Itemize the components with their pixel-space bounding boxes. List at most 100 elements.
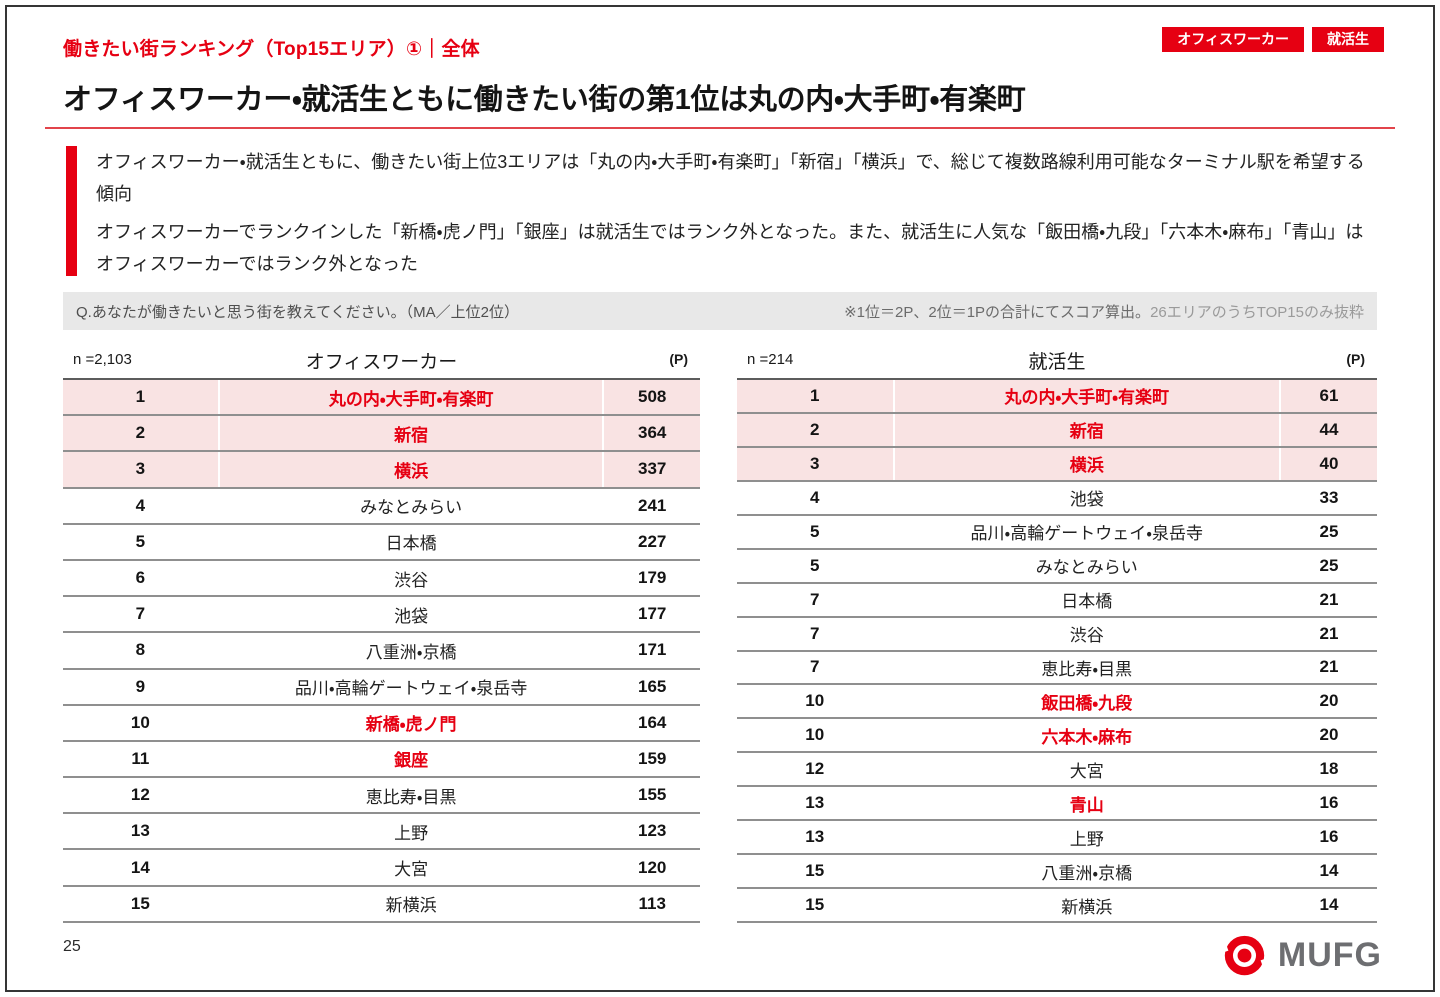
sample-size-label: n =2,103	[73, 351, 132, 368]
area-cell: 銀座	[217, 741, 605, 777]
mufg-wordmark: MUFG	[1277, 936, 1382, 974]
rank-cell: 4	[810, 487, 820, 507]
table-row: 4 池袋 33	[737, 481, 1377, 516]
area-cell: 八重洲・京橋	[892, 855, 1281, 888]
area-cell: 恵比寿・目黒	[217, 778, 605, 813]
area-cell: 上野	[217, 814, 605, 849]
table-row: 6 渋谷 179	[63, 560, 700, 598]
points-cell: 18	[1319, 759, 1339, 779]
score-note-method: ※1位＝2P、2位＝1Pの合計にてスコア算出。	[844, 303, 1151, 321]
area-cell: 日本橋	[217, 524, 605, 559]
table-row: 3 横浜 337	[63, 452, 700, 489]
table-row: 13 青山 16	[737, 787, 1377, 822]
points-cell: 25	[1319, 521, 1339, 541]
slide-label: 働きたい街ランキング（Top15エリア）①｜全体	[63, 39, 480, 60]
rank-cell: 5	[810, 521, 820, 541]
area-cell: 日本橋	[892, 583, 1281, 616]
table-row: 8 八重洲・京橋 171	[63, 633, 700, 670]
points-cell: 21	[1319, 623, 1339, 643]
table-row: 2 新宿 364	[63, 416, 700, 453]
summary-text: オフィスワーカー・就活生ともに、働きたい街上位3エリアは「丸の内・大手町・有楽町…	[96, 146, 1381, 276]
points-cell: 40	[1319, 453, 1339, 473]
area-cell: 飯田橋・九段	[892, 685, 1281, 718]
sample-size-label: n =214	[747, 351, 794, 368]
points-cell: 20	[1319, 691, 1339, 711]
points-cell: 155	[638, 785, 667, 805]
points-cell: 177	[638, 604, 667, 624]
rank-cell: 7	[810, 623, 820, 643]
table-row: 15 新横浜 14	[737, 889, 1377, 923]
rank-cell: 5	[135, 531, 146, 551]
summary-line-1: オフィスワーカー・就活生ともに、働きたい街上位3エリアは「丸の内・大手町・有楽町…	[96, 152, 1365, 205]
table-body: 1 丸の内・大手町・有楽町 61 2 新宿 44 3 横浜 40 4 池袋 33 5 品川・高輪ゲートウェ…	[737, 378, 1377, 923]
area-cell: 六本木・麻布	[892, 719, 1281, 752]
badge-office-worker: オフィスワーカー	[1162, 27, 1304, 52]
title-underline	[45, 127, 1395, 129]
question-text: Q.あなたが働きたいと思う街を教えてください。（MA／上位2位）	[76, 303, 519, 321]
table-row: 14 大宮 120	[63, 850, 700, 887]
rank-cell: 7	[135, 604, 146, 624]
table-row: 7 恵比寿・目黒 21	[737, 651, 1377, 686]
table-row: 5 みなとみらい 25	[737, 549, 1377, 584]
table-row: 15 八重洲・京橋 14	[737, 855, 1377, 890]
points-cell: 21	[1319, 657, 1339, 677]
area-cell: 青山	[892, 787, 1281, 820]
rank-cell: 8	[135, 640, 146, 660]
table-header: n =214 就活生 (P)	[737, 344, 1377, 378]
score-note-scope: 26エリアのうちTOP15のみ抜粋	[1150, 303, 1364, 321]
summary-accent-bar	[66, 146, 77, 276]
summary-line-2: オフィスワーカーでランクインした「新橋・虎ノ門」「銀座」は就活生ではランク外とな…	[96, 222, 1364, 275]
rank-cell: 6	[135, 568, 146, 588]
table-row: 12 大宮 18	[737, 753, 1377, 788]
points-cell: 16	[1319, 793, 1339, 813]
area-cell: 新横浜	[892, 889, 1281, 921]
table-row: 2 新宿 44	[737, 413, 1377, 448]
area-cell: 新宿	[217, 416, 605, 451]
points-cell: 61	[1319, 385, 1339, 405]
table-row: 11 銀座 159	[63, 741, 700, 779]
area-cell: みなとみらい	[217, 488, 605, 523]
points-unit-label: (P)	[669, 351, 688, 367]
points-cell: 508	[638, 387, 667, 407]
page-title: オフィスワーカー・就活生ともに働きたい街の第1位は丸の内・大手町・有楽町	[63, 84, 1026, 116]
rank-cell: 2	[810, 419, 820, 439]
points-cell: 33	[1319, 487, 1339, 507]
rank-cell: 12	[805, 759, 825, 779]
area-cell: 上野	[892, 821, 1281, 854]
rank-cell: 3	[135, 459, 146, 479]
category-badges: オフィスワーカー 就活生	[1162, 27, 1384, 52]
points-cell: 14	[1319, 861, 1339, 881]
badge-job-hunter: 就活生	[1312, 27, 1384, 52]
area-cell: 池袋	[217, 597, 605, 632]
rank-cell: 5	[810, 555, 820, 575]
points-cell: 241	[638, 495, 667, 515]
table-office-worker: n =2,103 オフィスワーカー (P) 1 丸の内・大手町・有楽町 508 2 新宿…	[63, 344, 700, 923]
rank-cell: 10	[805, 691, 825, 711]
points-cell: 165	[638, 676, 667, 696]
points-unit-label: (P)	[1346, 351, 1365, 367]
rank-cell: 7	[810, 589, 820, 609]
table-row: 10 六本木・麻布 20	[737, 719, 1377, 754]
area-cell: 恵比寿・目黒	[892, 651, 1281, 684]
table-row: 13 上野 123	[63, 814, 700, 851]
question-bar: Q.あなたが働きたいと思う街を教えてください。（MA／上位2位） ※1位＝2P、…	[63, 292, 1377, 330]
table-row: 4 みなとみらい 241	[63, 488, 700, 525]
table-row: 3 横浜 40	[737, 447, 1377, 482]
area-cell: 品川・高輪ゲートウェイ・泉岳寺	[217, 669, 605, 704]
rank-cell: 9	[135, 676, 146, 696]
points-cell: 14	[1319, 895, 1339, 915]
points-cell: 164	[638, 712, 667, 732]
area-cell: 横浜	[217, 452, 605, 487]
table-row: 1 丸の内・大手町・有楽町 61	[737, 380, 1377, 414]
table-row: 1 丸の内・大手町・有楽町 508	[63, 380, 700, 417]
rank-cell: 4	[135, 495, 146, 515]
rank-cell: 15	[805, 861, 825, 881]
area-cell: 丸の内・大手町・有楽町	[892, 380, 1281, 412]
points-cell: 113	[638, 893, 666, 913]
table-body: 1 丸の内・大手町・有楽町 508 2 新宿 364 3 横浜 337 4 みなとみらい 241 5 日本…	[63, 378, 700, 923]
rank-cell: 1	[810, 385, 820, 405]
table-row: 9 品川・高輪ゲートウェイ・泉岳寺 165	[63, 669, 700, 706]
rank-cell: 13	[805, 827, 825, 847]
rank-cell: 13	[805, 793, 825, 813]
table-row: 5 日本橋 227	[63, 524, 700, 561]
